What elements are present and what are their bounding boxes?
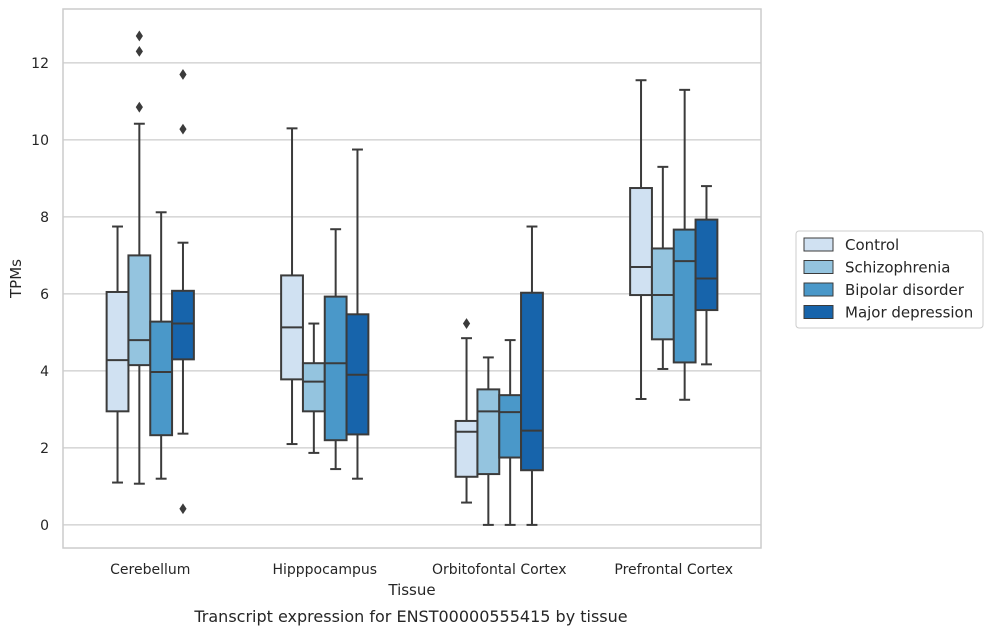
legend: Control Schizophrenia Bipolar disorder Majo… [795,230,984,329]
legend-swatch [803,305,834,319]
box-group [345,148,370,480]
box [520,291,544,472]
legend-frame [795,230,984,329]
box [323,295,348,442]
outlier-point [135,101,143,113]
legend-swatch [803,237,834,252]
y-axis-title: TPMs [7,259,25,299]
x-tick-labels: Cerebellum Hipppocampus Orbitofontal Corte… [110,562,733,578]
y-tick-label: 4 [40,364,49,380]
x-tick-label: Prefrontal Cortex [614,562,733,578]
legend-items: Control Schizophrenia Bipolar disorder Majo… [803,236,973,322]
legend-entry: Bipolar disorder [803,281,965,299]
box [672,228,697,364]
box-group [171,69,195,515]
box-group [650,165,675,370]
chart-caption: Transcript expression for ENST0000055541… [193,607,627,626]
y-tick-label: 8 [40,210,49,226]
box-group [520,225,544,526]
box-group [323,228,348,471]
legend-label: Major depression [845,304,973,322]
legend-entry: Schizophrenia [803,259,950,277]
box-group [149,211,174,480]
plot-frame [62,8,762,549]
box-layer [105,30,719,526]
y-tick-label: 12 [31,56,49,72]
outlier-point [135,45,143,57]
legend-entry: Control [803,236,899,254]
y-tick-label: 10 [31,133,49,149]
x-tick-label: Hipppocampus [272,562,377,578]
box [105,290,130,413]
y-tick-label: 2 [40,441,49,457]
box [454,419,479,478]
outlier-point [135,30,143,42]
x-axis-title: Tissue [387,581,435,599]
y-tick-label: 6 [40,287,49,303]
x-tick-label: Orbitofontal Cortex [432,562,567,578]
legend-label: Schizophrenia [845,259,950,277]
box-group [694,185,719,366]
box [149,320,174,437]
x-tick-label: Cerebellum [110,562,190,578]
legend-entry: Major depression [803,304,973,322]
legend-label: Bipolar disorder [845,281,965,299]
box [171,289,195,361]
box [127,254,152,367]
box-group [629,79,653,401]
legend-swatch [803,260,834,274]
outlier-point [179,503,187,515]
outlier-point [462,318,471,329]
box-group [672,88,697,401]
box [301,362,326,413]
box-group [280,127,304,446]
box-group [127,30,152,485]
box-group [454,318,479,504]
box-group [301,322,326,454]
outlier-point [179,123,187,135]
box [476,388,501,476]
legend-swatch [803,282,834,297]
y-tick-labels: 0 2 4 6 8 10 12 [31,56,49,534]
y-tick-label: 0 [40,518,49,534]
box-group [498,339,523,526]
box [694,218,719,312]
box [498,394,523,459]
box-group [476,356,501,526]
box [629,187,653,297]
legend-label: Control [845,236,899,254]
box-group [105,225,130,484]
outlier-point [179,69,187,80]
box [650,247,675,341]
